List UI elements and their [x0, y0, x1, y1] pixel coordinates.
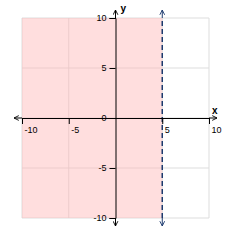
x-tick-mark: [69, 118, 70, 124]
x-tick-label: 5: [165, 125, 170, 135]
y-tick: 5: [101, 63, 115, 73]
x-tick: -10: [23, 118, 38, 135]
axis-arrow: [115, 10, 116, 18]
line-arrow: [162, 10, 163, 18]
y-tick-mark: [110, 18, 116, 19]
y-tick-mark: [110, 68, 116, 69]
x-tick-mark: [22, 118, 23, 124]
y-tick-label: 5: [101, 63, 106, 73]
x-axis-label: x: [212, 105, 218, 116]
y-tick: 10: [96, 13, 115, 23]
axis-arrow: [14, 118, 22, 119]
y-tick-mark: [110, 168, 116, 169]
axis-arrows: [14, 10, 217, 226]
y-axis-label: y: [121, 3, 127, 14]
x-tick-label: -5: [71, 125, 79, 135]
y-tick-label: 10: [96, 13, 106, 23]
chart: -10 -5 5 10 -10 -5 0 5 10 x y: [0, 0, 227, 234]
y-axis: -10 -5 0 5 10: [93, 13, 116, 223]
y-tick-label: 0: [101, 113, 106, 123]
x-tick-mark: [209, 118, 210, 124]
x-tick: 10: [210, 118, 222, 135]
y-tick: -5: [98, 163, 115, 173]
y-axis-line: [110, 19, 117, 219]
axis-arrow: [115, 218, 116, 226]
x-tick-label: -10: [25, 125, 38, 135]
y-tick: 0: [101, 113, 115, 123]
x-tick: 5: [163, 118, 170, 135]
line-arrow: [162, 218, 163, 226]
y-tick-label: -10: [93, 213, 106, 223]
x-axis: -10 -5 5 10: [23, 118, 222, 135]
y-tick: -10: [93, 213, 115, 223]
plot: -10 -5 5 10 -10 -5 0 5 10 x y: [14, 3, 222, 226]
y-tick-mark: [110, 218, 116, 219]
x-tick-mark: [162, 118, 163, 124]
grid: [22, 18, 209, 218]
y-tick-label: -5: [98, 163, 106, 173]
x-tick: -5: [69, 118, 79, 135]
x-tick-label: 10: [212, 125, 222, 135]
y-tick-mark: [110, 118, 116, 119]
axis-arrow: [209, 118, 217, 119]
